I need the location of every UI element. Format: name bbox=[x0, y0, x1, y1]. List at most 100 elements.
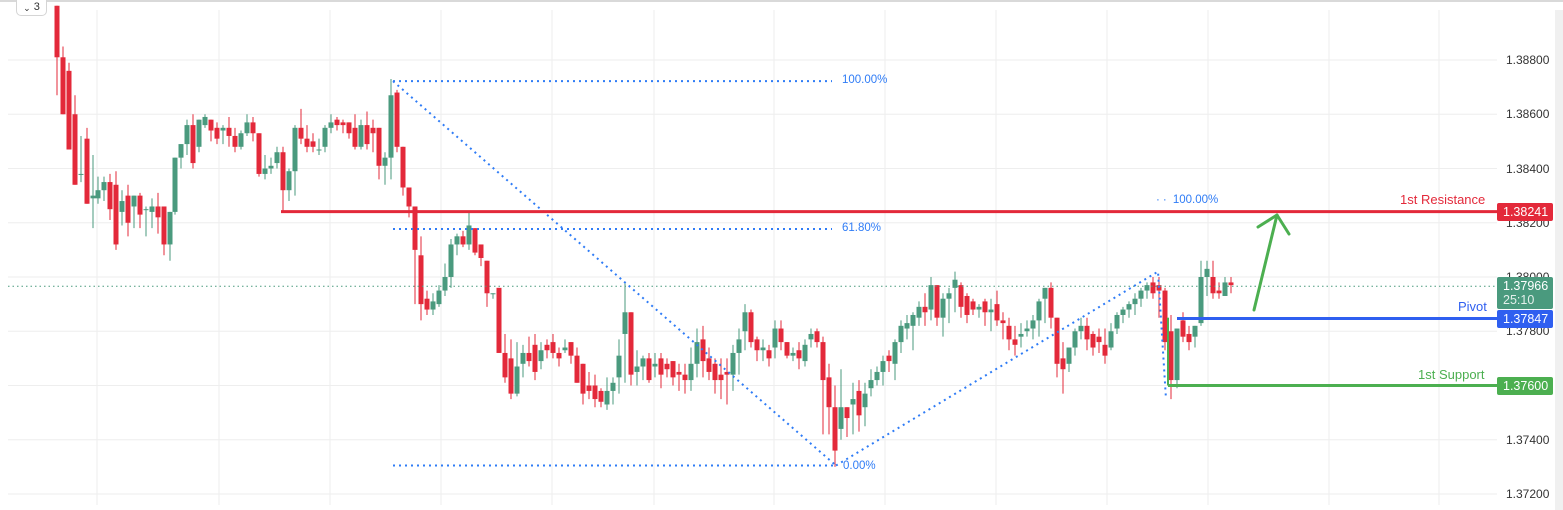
candle-up bbox=[1078, 325, 1084, 332]
candle-up bbox=[772, 328, 778, 348]
price-axis-tick: 1.38600 bbox=[1506, 107, 1550, 122]
candle-down bbox=[982, 301, 988, 313]
candle-up bbox=[928, 285, 934, 310]
candle-down bbox=[107, 182, 113, 210]
candle-down bbox=[496, 287, 502, 353]
candle-up bbox=[274, 152, 280, 164]
candle-down bbox=[334, 119, 340, 126]
candle-up bbox=[616, 355, 622, 378]
candle-up bbox=[1204, 268, 1210, 277]
candle-down bbox=[394, 92, 400, 147]
candle-down bbox=[778, 328, 784, 343]
candle-down bbox=[856, 390, 862, 416]
candle-down bbox=[574, 355, 580, 383]
candle-down bbox=[113, 184, 119, 245]
resistance-price-tag: 1.38241 bbox=[1497, 202, 1553, 221]
collapse-indicators-button[interactable]: ⌄ 3 bbox=[16, 0, 47, 16]
fib-61-8-label: 61.80% bbox=[842, 221, 882, 234]
candle-down bbox=[670, 361, 676, 378]
candle-up bbox=[1036, 301, 1042, 321]
candle-down bbox=[526, 352, 532, 362]
fib-0-label: 0.00% bbox=[843, 459, 876, 472]
fib-extension-dots: ·· bbox=[1156, 194, 1170, 207]
candle-up bbox=[634, 366, 640, 372]
candle-up bbox=[742, 312, 748, 332]
support-price-tag: 1.37600 bbox=[1497, 376, 1553, 395]
candle-down bbox=[814, 331, 820, 343]
candle-up bbox=[1018, 333, 1024, 337]
candle-up bbox=[736, 339, 742, 353]
candle-down bbox=[1048, 287, 1054, 318]
candle-down bbox=[766, 350, 772, 359]
candle-up bbox=[78, 173, 84, 175]
candle-down bbox=[586, 385, 592, 391]
candle-up bbox=[430, 301, 436, 310]
candle-up bbox=[1192, 325, 1198, 337]
candle-up bbox=[976, 306, 982, 310]
candle-down bbox=[580, 363, 586, 394]
candle-down bbox=[161, 206, 167, 245]
candle-up bbox=[149, 206, 155, 212]
candle-up bbox=[490, 293, 496, 295]
up-arrow-head-icon bbox=[1256, 213, 1291, 236]
candle-down bbox=[1168, 331, 1174, 381]
top-border bbox=[0, 0, 1563, 2]
candle-down bbox=[820, 342, 826, 381]
candle-down bbox=[1102, 344, 1108, 356]
candle-down bbox=[84, 138, 90, 204]
candle-down bbox=[826, 377, 832, 408]
candle-down bbox=[934, 285, 940, 318]
candle-down bbox=[214, 127, 220, 139]
candle-up bbox=[604, 390, 610, 405]
candle-up bbox=[1042, 287, 1048, 299]
candle-down bbox=[994, 304, 1000, 321]
candle-down bbox=[352, 127, 358, 147]
candle-up bbox=[196, 119, 202, 147]
candle-down bbox=[54, 5, 60, 58]
candle-up bbox=[520, 352, 526, 364]
candle-down bbox=[712, 363, 718, 381]
candle-down bbox=[1162, 290, 1168, 343]
candle-up bbox=[952, 279, 958, 288]
candle-down bbox=[964, 295, 970, 315]
candle-down bbox=[418, 255, 424, 305]
candle-up bbox=[328, 122, 334, 128]
candle-down bbox=[718, 374, 724, 381]
candle-up bbox=[1072, 331, 1078, 348]
grid bbox=[8, 10, 1497, 505]
candle-up bbox=[802, 344, 808, 362]
fib-trendline-down bbox=[392, 80, 837, 467]
candle-down bbox=[1000, 320, 1006, 324]
candle-down bbox=[532, 344, 538, 372]
current-price: 1.37966 bbox=[1503, 279, 1549, 294]
candle-down bbox=[748, 312, 754, 343]
candle-up bbox=[652, 363, 658, 367]
price-axis-tick: 1.38400 bbox=[1506, 161, 1550, 176]
candle-down bbox=[298, 127, 304, 139]
price-scale-scrollbar[interactable] bbox=[1555, 10, 1563, 510]
candle-up bbox=[101, 182, 107, 191]
candle-down bbox=[484, 260, 490, 294]
candle-down bbox=[232, 135, 238, 147]
candle-up bbox=[454, 236, 460, 245]
candle-down bbox=[628, 312, 634, 375]
candle-up bbox=[688, 363, 694, 381]
candle-up bbox=[862, 393, 868, 408]
candle-down bbox=[1210, 277, 1216, 294]
candle-down bbox=[424, 298, 430, 310]
candle-down bbox=[190, 125, 196, 164]
candle-up bbox=[316, 149, 322, 151]
candle-down bbox=[550, 342, 556, 353]
candle-down bbox=[376, 127, 382, 166]
candle-down bbox=[592, 385, 598, 400]
candle-down bbox=[970, 301, 976, 310]
candle-up bbox=[292, 127, 298, 172]
candle-up bbox=[880, 361, 886, 372]
current-price-tag: 1.37966 25:10 bbox=[1497, 277, 1553, 310]
candle-down bbox=[886, 355, 892, 362]
candle-up bbox=[1030, 320, 1036, 329]
candle-down bbox=[1054, 317, 1060, 364]
candle-down bbox=[256, 133, 262, 174]
candle-up bbox=[538, 350, 544, 362]
